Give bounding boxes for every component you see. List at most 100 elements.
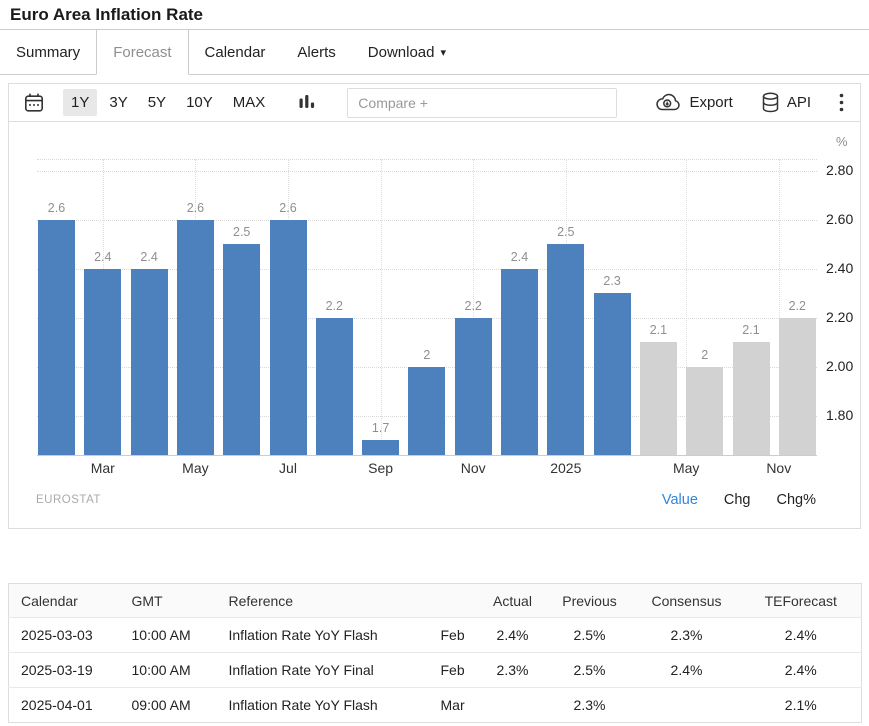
- table-cell: 2.1%: [741, 688, 862, 723]
- bar-value-label: 2.4: [140, 250, 157, 264]
- bar-value-label: 2.2: [789, 299, 806, 313]
- range-button-1y[interactable]: 1Y: [63, 89, 97, 116]
- table-cell: 09:00 AM: [121, 688, 219, 723]
- x-axis-line: [37, 455, 817, 456]
- x-axis-tick-label: Jul: [279, 460, 297, 476]
- x-axis-tick-label: Mar: [91, 460, 115, 476]
- table-cell: 2.4%: [741, 618, 862, 653]
- export-button[interactable]: Export: [655, 93, 732, 112]
- chart-bar-actual[interactable]: [177, 220, 214, 455]
- chart-type-button[interactable]: [297, 91, 317, 114]
- more-options-button[interactable]: [837, 91, 846, 114]
- tab-label: Download: [368, 44, 435, 61]
- chart-bar-actual[interactable]: [362, 440, 399, 455]
- x-axis-tick-label: Sep: [368, 460, 393, 476]
- table-cell: 2.3%: [479, 653, 547, 688]
- table-cell: Inflation Rate YoY Flash: [219, 688, 429, 723]
- table-header-cell: Reference: [219, 584, 429, 618]
- kebab-menu-icon: [839, 93, 844, 112]
- chart-bar-actual[interactable]: [501, 269, 538, 455]
- chart-panel: 1Y3Y5Y10YMAX Export: [8, 83, 861, 529]
- chart-bar-actual[interactable]: [84, 269, 121, 455]
- chart-bar-forecast[interactable]: [640, 342, 677, 455]
- bar-value-label: 2.6: [279, 201, 296, 215]
- chart-bar-actual[interactable]: [223, 244, 260, 455]
- table-header-row: CalendarGMTReference ActualPreviousConsen…: [9, 584, 862, 618]
- chart-bar-forecast[interactable]: [779, 318, 816, 455]
- compare-input[interactable]: [347, 88, 617, 118]
- table-header-cell: Actual: [479, 584, 547, 618]
- chart-bar-actual[interactable]: [455, 318, 492, 455]
- tab-calendar[interactable]: Calendar: [189, 30, 282, 74]
- table-header-cell: Calendar: [9, 584, 121, 618]
- page-title: Euro Area Inflation Rate: [10, 5, 203, 25]
- table-header-cell: Previous: [547, 584, 633, 618]
- y-axis-tick-label: 2.00: [826, 358, 853, 374]
- column-chart-icon: [299, 93, 315, 112]
- page-header: Euro Area Inflation Rate: [0, 0, 869, 30]
- chart-bar-actual[interactable]: [270, 220, 307, 455]
- chart-bar-actual[interactable]: [316, 318, 353, 455]
- chart-toolbar: 1Y3Y5Y10YMAX Export: [9, 84, 860, 122]
- table-header-cell: TEForecast: [741, 584, 862, 618]
- table-row: 2025-03-0310:00 AMInflation Rate YoY Fla…: [9, 618, 862, 653]
- bar-value-label: 2.2: [326, 299, 343, 313]
- chart-mode-link-chg[interactable]: Chg: [724, 492, 751, 508]
- bar-value-label: 2.3: [603, 274, 620, 288]
- bar-value-label: 2.4: [511, 250, 528, 264]
- api-button[interactable]: API: [761, 92, 811, 113]
- table-header-cell: [429, 584, 479, 618]
- chart-mode-link-chgpct[interactable]: Chg%: [777, 492, 817, 508]
- chart-bar-actual[interactable]: [38, 220, 75, 455]
- bar-value-label: 2: [701, 348, 708, 362]
- y-gridline: [37, 220, 817, 221]
- x-gridline: [381, 159, 382, 455]
- tab-summary[interactable]: Summary: [0, 30, 96, 74]
- chart-bar-forecast[interactable]: [733, 342, 770, 455]
- table-cell: 2025-03-19: [9, 653, 121, 688]
- chart-bar-actual[interactable]: [547, 244, 584, 455]
- range-button-3y[interactable]: 3Y: [101, 89, 135, 116]
- table-header-cell: Consensus: [633, 584, 741, 618]
- table-cell: 2.4%: [633, 653, 741, 688]
- bar-value-label: 2.6: [48, 201, 65, 215]
- x-axis-tick-label: Nov: [461, 460, 486, 476]
- bar-value-label: 2.5: [233, 225, 250, 239]
- table-cell: Feb: [429, 618, 479, 653]
- table-row: 2025-03-1910:00 AMInflation Rate YoY Fin…: [9, 653, 862, 688]
- bar-value-label: 1.7: [372, 421, 389, 435]
- bar-value-label: 2.1: [742, 323, 759, 337]
- x-axis-tick-label: May: [673, 460, 699, 476]
- api-label: API: [787, 94, 811, 111]
- chart-bar-actual[interactable]: [594, 293, 631, 455]
- chart-bar-forecast[interactable]: [686, 367, 723, 455]
- tab-label: Summary: [16, 44, 80, 61]
- bar-value-label: 2.5: [557, 225, 574, 239]
- tab-label: Calendar: [205, 44, 266, 61]
- tab-download[interactable]: Download▾: [352, 30, 462, 74]
- range-button-10y[interactable]: 10Y: [178, 89, 221, 116]
- table-cell: Feb: [429, 653, 479, 688]
- chart-bar-actual[interactable]: [408, 367, 445, 455]
- table-cell: Mar: [429, 688, 479, 723]
- tab-forecast[interactable]: Forecast: [96, 30, 188, 75]
- x-axis-tick-label: May: [182, 460, 208, 476]
- table-header-cell: GMT: [121, 584, 219, 618]
- chart-mode-link-value[interactable]: Value: [662, 492, 698, 508]
- table-cell: Inflation Rate YoY Final: [219, 653, 429, 688]
- calendar-table: CalendarGMTReference ActualPreviousConsen…: [8, 583, 862, 723]
- bar-chart: % 2.62.42.42.62.52.62.21.722.22.42.52.32…: [9, 122, 860, 528]
- range-button-max[interactable]: MAX: [225, 89, 274, 116]
- table-cell: 2.5%: [547, 653, 633, 688]
- table-cell: 2025-04-01: [9, 688, 121, 723]
- chart-bar-actual[interactable]: [131, 269, 168, 455]
- x-axis-tick-label: Nov: [766, 460, 791, 476]
- range-selector: 1Y3Y5Y10YMAX: [61, 89, 275, 116]
- calendar-button[interactable]: [21, 90, 47, 116]
- tab-alerts[interactable]: Alerts: [281, 30, 351, 74]
- y-axis-tick-label: 2.60: [826, 211, 853, 227]
- bar-value-label: 2.1: [650, 323, 667, 337]
- plot-area: 2.62.42.42.62.52.62.21.722.22.42.52.32.1…: [37, 159, 817, 455]
- range-button-5y[interactable]: 5Y: [140, 89, 174, 116]
- source-attribution: EUROSTAT: [36, 494, 101, 506]
